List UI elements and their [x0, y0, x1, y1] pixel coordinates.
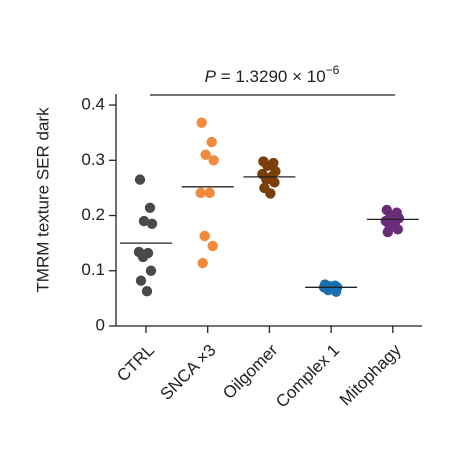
y-axis-label: TMRM texture SER dark [33, 107, 52, 293]
y-tick-label: 0.3 [81, 150, 105, 169]
data-point [207, 240, 218, 252]
data-point [135, 275, 147, 286]
p-symbol: P [205, 67, 217, 86]
x-tick-label: SNCA ×3 [156, 341, 219, 404]
p-value: P = 1.3290 × 10−6 [205, 63, 340, 86]
data-point [197, 257, 208, 269]
data-point [137, 251, 149, 263]
x-tick-label: Oilgomer [219, 340, 281, 402]
data-point [269, 177, 280, 188]
x-tick-label: Mitophagy [336, 340, 405, 409]
data-point [141, 286, 153, 297]
x-tick-label: Complex 1 [272, 341, 343, 412]
data-point [146, 218, 158, 230]
data-point [145, 265, 157, 276]
data-point [206, 136, 217, 148]
y-tick-label: 0.2 [81, 205, 105, 224]
data-point [144, 202, 156, 213]
data-point [134, 174, 146, 185]
data-point [382, 226, 393, 238]
p-text: = 1.3290 × 10 [216, 67, 326, 86]
x-tick-label: CTRL [113, 341, 158, 386]
p-exponent: −6 [326, 63, 340, 77]
data-point [196, 117, 207, 128]
data-point [200, 149, 211, 160]
y-tick-label: 0.1 [81, 260, 105, 279]
data-point [262, 160, 273, 172]
data-point [392, 224, 403, 235]
data-point [265, 188, 276, 199]
data-point [195, 187, 206, 199]
y-tick-label: 0.4 [81, 95, 105, 114]
data-point [199, 230, 210, 242]
data-point [330, 286, 342, 297]
data-point [138, 215, 150, 227]
data-point [204, 187, 215, 199]
data-point [208, 155, 219, 166]
y-tick-label: 0 [96, 315, 105, 334]
